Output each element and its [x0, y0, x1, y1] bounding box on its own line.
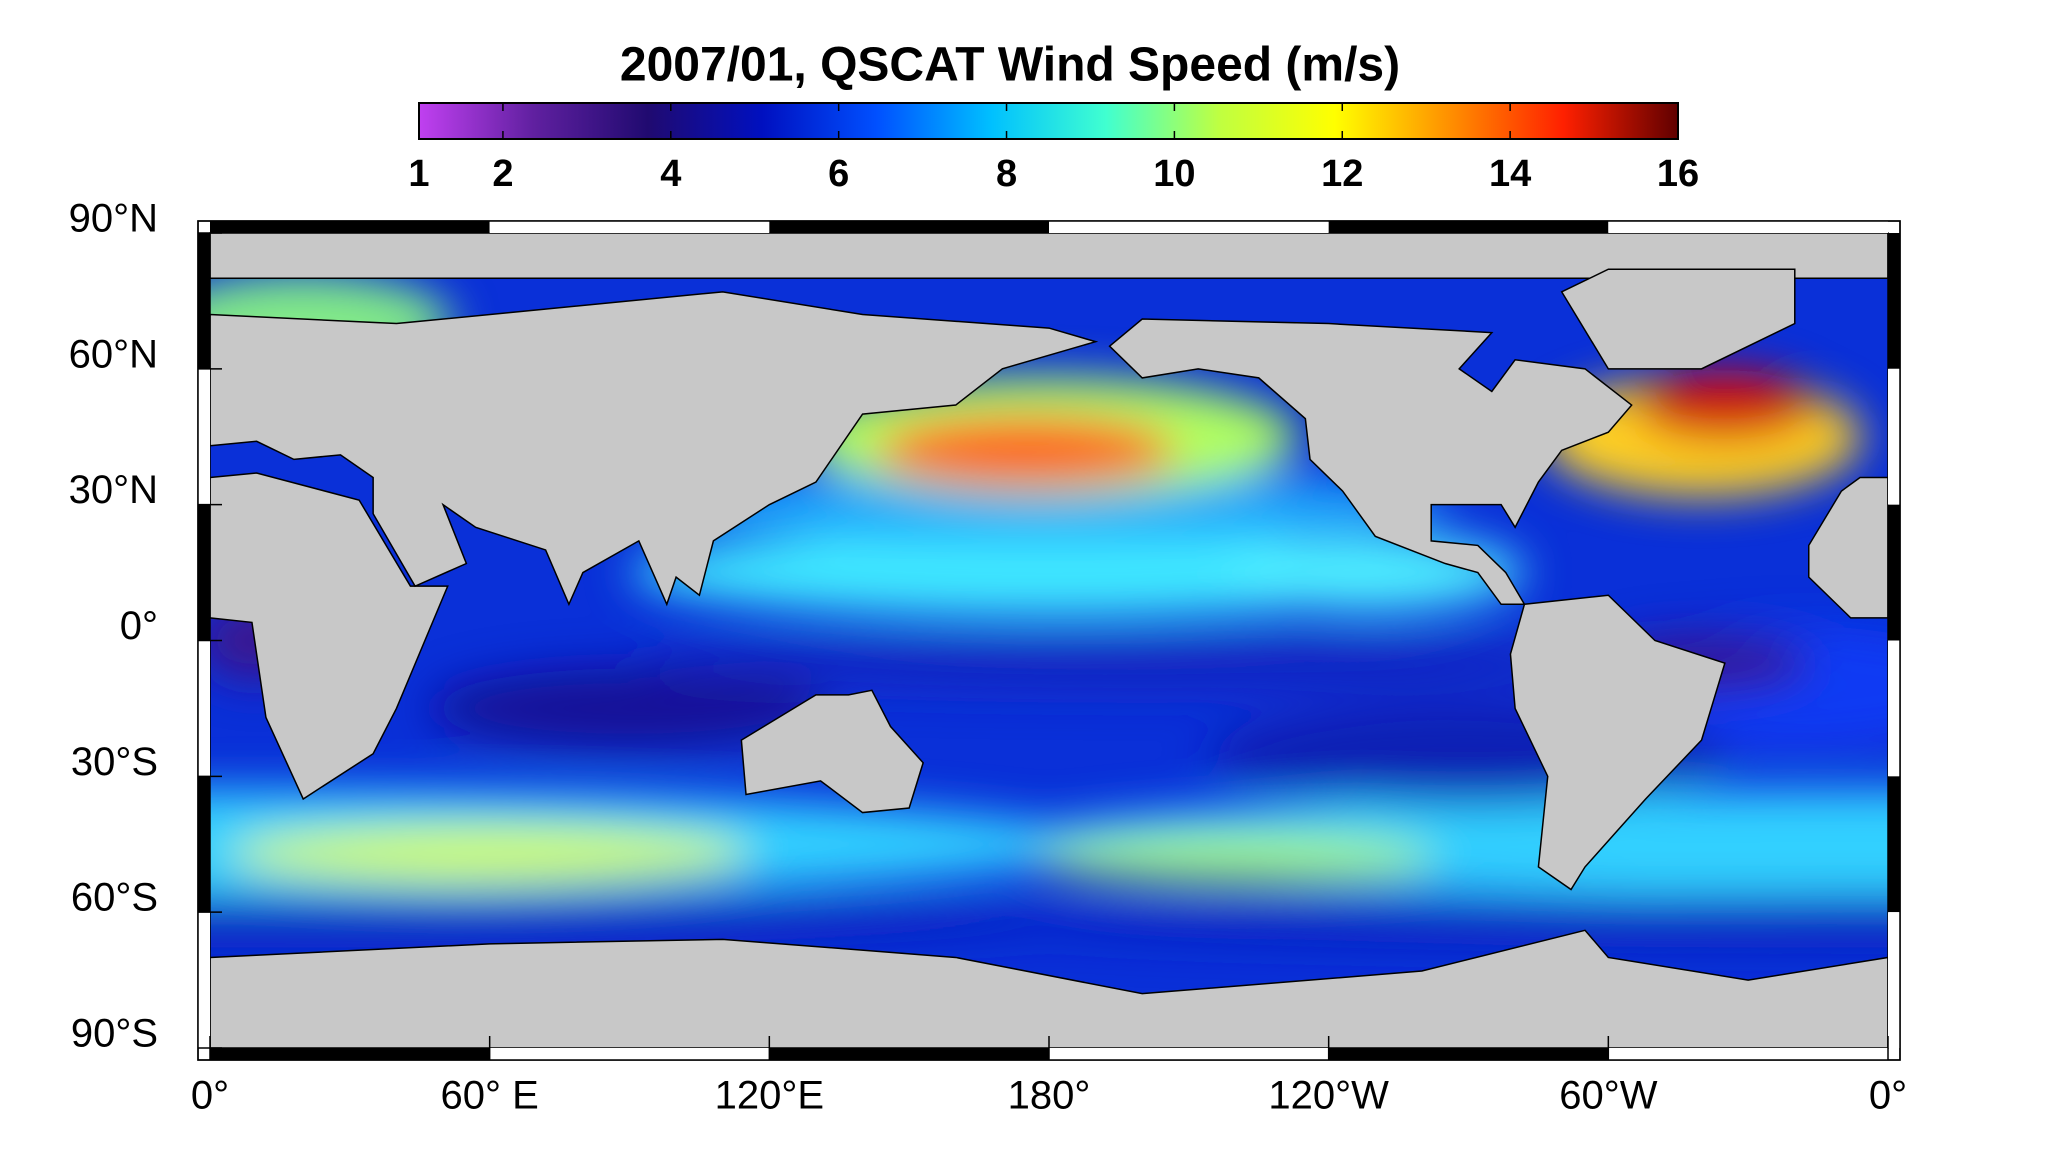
wind-region	[1035, 832, 1436, 883]
border-segment	[1888, 640, 1900, 777]
wind-region	[649, 469, 1449, 540]
colorbar-tick-label: 4	[660, 153, 681, 195]
y-tick-label: 0°	[120, 604, 158, 648]
land-africa	[210, 472, 449, 801]
colorbar-tick-label: 16	[1657, 153, 1699, 195]
border-segment	[769, 221, 1049, 233]
y-tick-label: 90°N	[69, 197, 158, 241]
map-area	[210, 233, 1888, 1048]
border-segment	[198, 504, 210, 641]
colorbar-tick-label: 1	[408, 153, 429, 195]
land-arctic	[210, 233, 1888, 280]
x-tick-label: 60° E	[441, 1074, 539, 1118]
border-segment	[198, 640, 210, 777]
colorbar-tick-label: 14	[1489, 153, 1531, 195]
colorbar-tick-label: 8	[996, 153, 1017, 195]
colorbar	[418, 102, 1679, 140]
x-tick-label: 0°	[1869, 1074, 1907, 1118]
wind-region	[210, 896, 1110, 947]
border-segment	[198, 233, 210, 369]
border-segment	[1888, 504, 1900, 641]
wind-region	[1634, 370, 1815, 441]
border-segment	[489, 1048, 770, 1060]
border-segment	[198, 776, 210, 913]
land-greenland	[1560, 268, 1796, 370]
border-segment	[769, 1048, 1049, 1060]
border-segment	[1049, 221, 1329, 233]
x-tick-label: 120°W	[1268, 1074, 1389, 1118]
border-segment	[1049, 1048, 1329, 1060]
border-segment	[1888, 233, 1900, 369]
land-africa-west	[1808, 476, 1888, 619]
border-segment	[198, 368, 210, 505]
x-tick-label: 120°E	[715, 1074, 824, 1118]
wind-region	[988, 896, 1888, 947]
border-segment	[198, 912, 210, 1048]
land-north-america	[1108, 318, 1633, 606]
land-australia	[740, 689, 924, 814]
wind-region	[875, 415, 1176, 486]
colorbar-tick-label: 10	[1153, 153, 1195, 195]
border-segment	[1608, 221, 1888, 233]
colorbar-tick-label: 12	[1321, 153, 1363, 195]
y-tick-label: 60°S	[71, 876, 158, 920]
border-segment	[210, 1048, 490, 1060]
border-segment	[489, 221, 770, 233]
x-tick-label: 180°	[1008, 1074, 1091, 1118]
x-tick-label: 0°	[191, 1074, 229, 1118]
land-eurasia	[210, 291, 1099, 607]
y-tick-label: 90°S	[71, 1012, 158, 1056]
x-tick-label: 60°W	[1559, 1074, 1657, 1118]
wind-region	[229, 823, 750, 884]
wind-region	[642, 638, 1643, 689]
land-south-america	[1509, 594, 1726, 891]
border-segment	[1328, 1048, 1609, 1060]
land-antarctica	[210, 929, 1888, 1048]
border-segment	[210, 221, 490, 233]
y-tick-label: 60°N	[69, 332, 158, 376]
border-segment	[1608, 1048, 1888, 1060]
y-tick-label: 30°S	[71, 740, 158, 784]
y-tick-label: 30°N	[69, 468, 158, 512]
colorbar-tick-label: 6	[828, 153, 849, 195]
colorbar-tick-label: 2	[492, 153, 513, 195]
border-segment	[1888, 776, 1900, 913]
border-segment	[1888, 912, 1900, 1048]
border-segment	[1888, 368, 1900, 505]
border-segment	[1328, 221, 1609, 233]
chart-title: 2007/01, QSCAT Wind Speed (m/s)	[620, 39, 1400, 92]
wind-region	[429, 668, 830, 749]
